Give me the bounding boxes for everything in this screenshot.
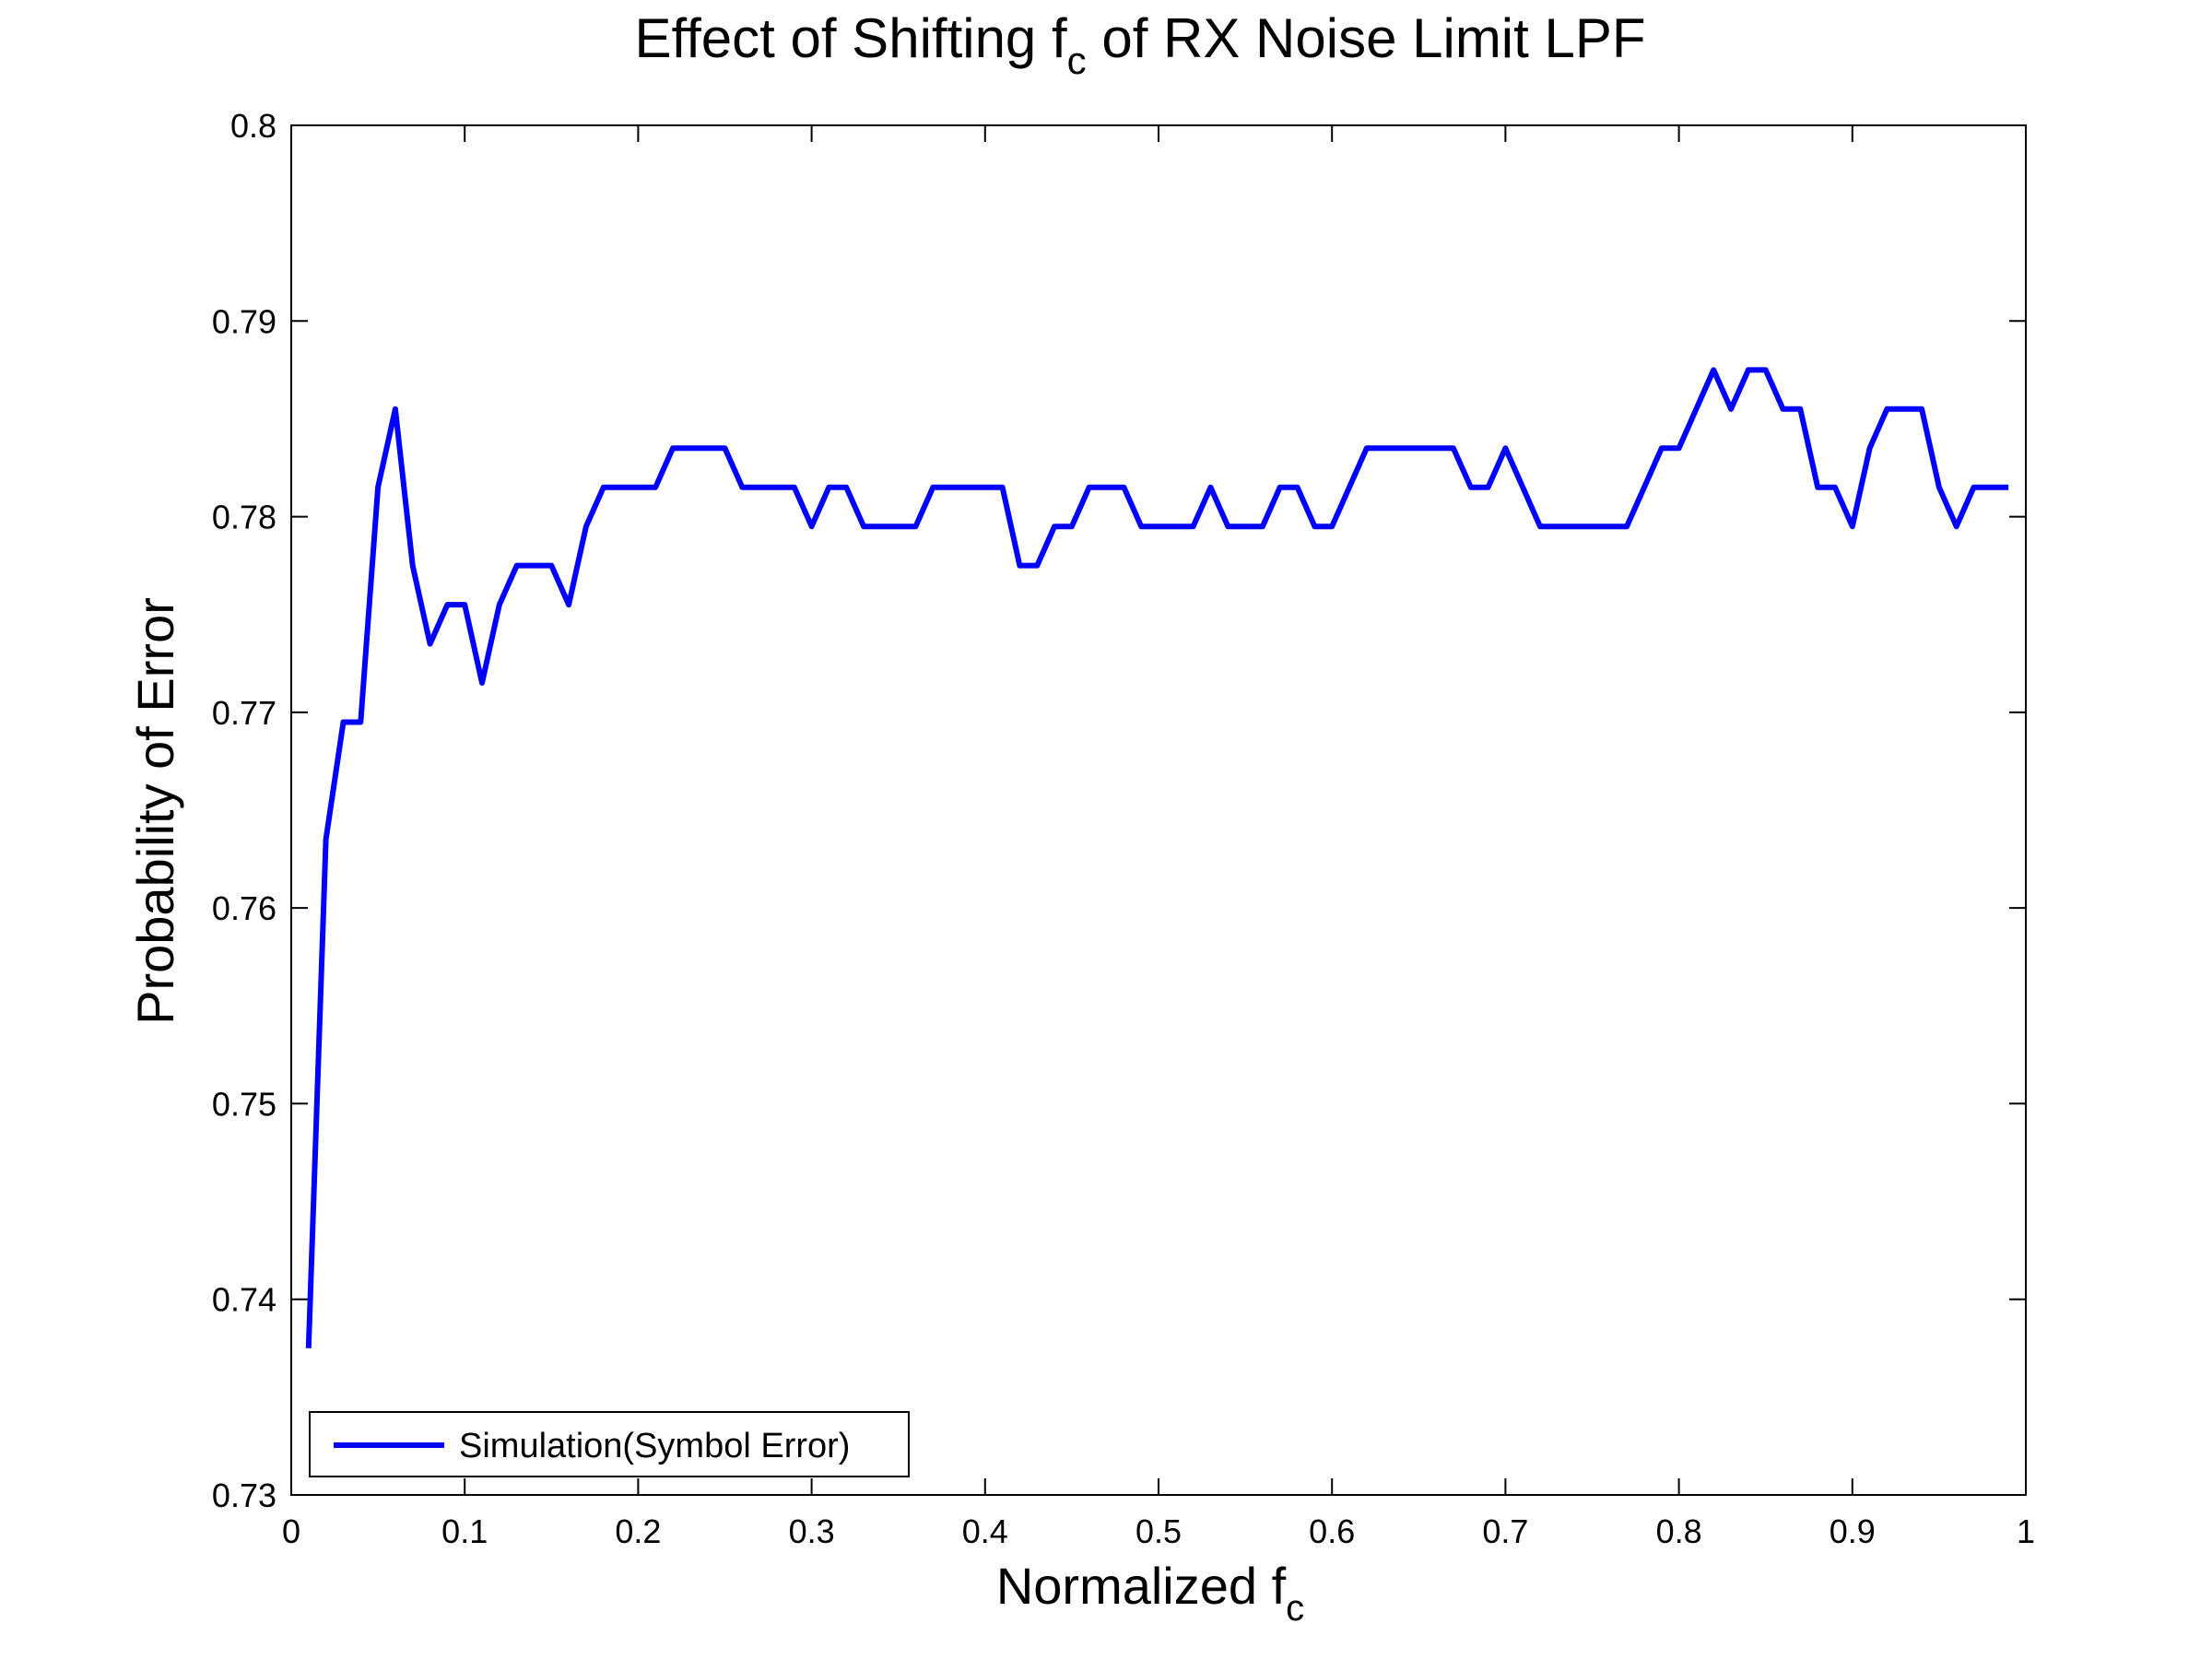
y-tick-labels: 0.73 0.74 0.75 0.76 0.77 0.78 0.79 0.8 bbox=[212, 107, 276, 1514]
x-tick-label: 0.2 bbox=[615, 1512, 661, 1550]
legend: Simulation(Symbol Error) bbox=[309, 1411, 910, 1477]
chart-title-main: Effect of Shifting f bbox=[634, 7, 1066, 69]
y-tick-label: 0.78 bbox=[212, 499, 276, 536]
legend-label: Simulation(Symbol Error) bbox=[459, 1427, 850, 1465]
axis-ticks bbox=[290, 124, 2027, 1496]
x-axis-title: Normalized fc bbox=[996, 1557, 1304, 1629]
plot-area bbox=[290, 124, 2027, 1496]
x-axis-title-main: Normalized f bbox=[996, 1557, 1287, 1615]
y-tick-label: 0.74 bbox=[212, 1281, 276, 1319]
y-axis-title: Probability of Error bbox=[126, 597, 184, 1025]
x-tick-label: 1 bbox=[2017, 1512, 2035, 1550]
y-tick-label: 0.73 bbox=[212, 1477, 276, 1514]
x-tick-label: 0.4 bbox=[962, 1512, 1008, 1550]
series-line bbox=[305, 367, 2009, 1348]
series-layer bbox=[305, 367, 2009, 1348]
chart-title-subscript: c bbox=[1067, 39, 1087, 82]
x-axis-title-subscript: c bbox=[1286, 1588, 1304, 1629]
x-tick-label: 0.8 bbox=[1656, 1512, 1702, 1550]
y-tick-label: 0.77 bbox=[212, 694, 276, 732]
chart-title: Effect of Shifting fc of RX Noise Limit … bbox=[634, 7, 1645, 82]
x-tick-label: 0.1 bbox=[441, 1512, 488, 1550]
y-tick-label: 0.75 bbox=[212, 1085, 276, 1123]
x-tick-label: 0.9 bbox=[1830, 1512, 1876, 1550]
y-tick-label: 0.79 bbox=[212, 302, 276, 340]
x-tick-label: 0.3 bbox=[789, 1512, 835, 1550]
x-tick-label: 0.7 bbox=[1482, 1512, 1528, 1550]
x-tick-label: 0 bbox=[282, 1512, 300, 1550]
x-tick-label: 0.6 bbox=[1309, 1512, 1355, 1550]
y-tick-label: 0.76 bbox=[212, 889, 276, 927]
x-tick-labels: 0 0.1 0.2 0.3 0.4 0.5 0.6 0.7 0.8 0.9 1 bbox=[282, 1512, 2035, 1550]
chart-title-rest: of RX Noise Limit LPF bbox=[1087, 7, 1646, 69]
y-tick-label: 0.8 bbox=[230, 107, 276, 145]
x-tick-label: 0.5 bbox=[1135, 1512, 1182, 1550]
